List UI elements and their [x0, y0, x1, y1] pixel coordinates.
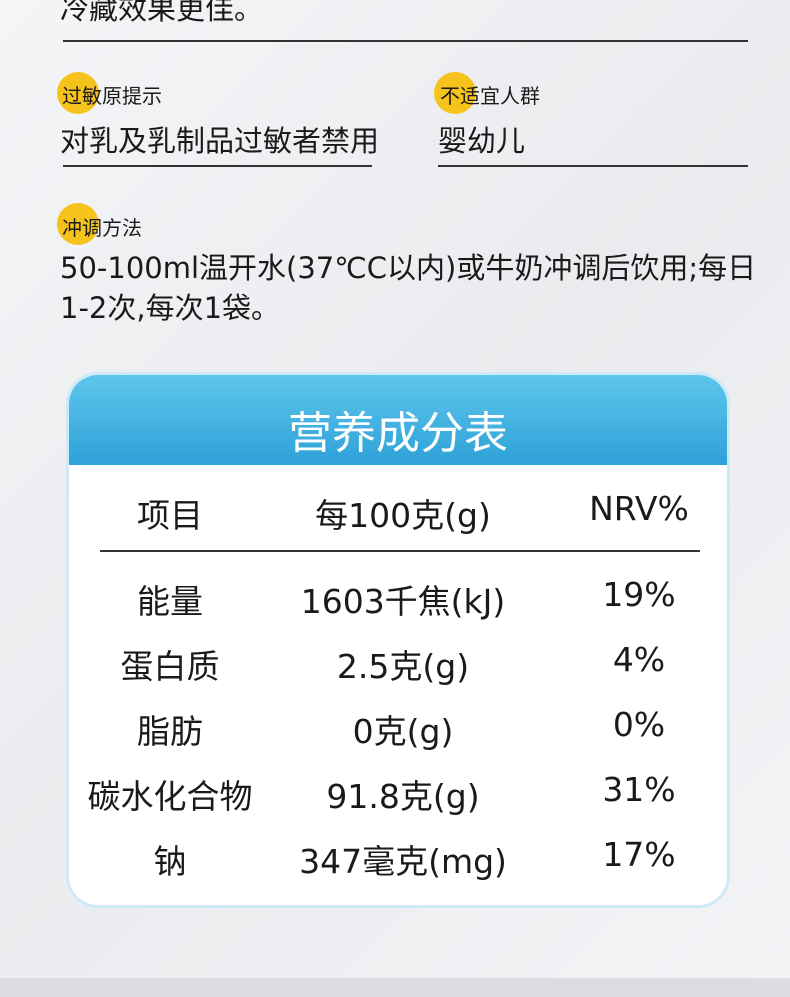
table-header: 项目: [137, 496, 203, 535]
table-cell: 17%: [602, 835, 676, 874]
table-header: 每100克(g): [315, 496, 491, 535]
table-cell: 1603千焦(kJ): [300, 582, 506, 621]
table-cell: 91.8克(g): [326, 777, 480, 816]
preparation-label: 冲调方法: [62, 216, 142, 240]
table-cell: 钠: [153, 842, 187, 881]
intro-tail: 冷藏效果更佳。: [60, 0, 264, 26]
highlight: [434, 72, 476, 114]
divider: [63, 40, 748, 42]
bottom-strip: [0, 978, 790, 997]
unsuitable-value: 婴幼儿: [438, 124, 526, 158]
preparation-value: 50-100ml温开水(37℃C以内)或牛奶冲调后饮用;每日1-2次,每次1袋。: [60, 251, 757, 325]
table-cell: 0克(g): [352, 712, 454, 751]
table-header: NRV%: [589, 489, 689, 528]
table-cell: 347毫克(mg): [299, 842, 507, 881]
allergen-value: 对乳及乳制品过敏者禁用: [60, 124, 380, 158]
divider: [100, 550, 700, 552]
divider: [63, 165, 372, 167]
highlight: [57, 203, 99, 245]
table-cell: 能量: [137, 582, 203, 621]
table-cell: 蛋白质: [120, 647, 220, 686]
unsuitable-label: 不适宜人群: [440, 84, 540, 108]
table-cell: 19%: [602, 575, 676, 614]
nutrition-card: 营养成分表 项目 每100克(g) NRV% 能量 1603千焦(kJ) 19% 蛋白质 2.…: [66, 372, 730, 908]
table-cell: 0%: [612, 705, 666, 744]
highlight: [57, 72, 99, 114]
card-header: [69, 375, 727, 465]
table-title: 营养成分表: [288, 408, 508, 459]
divider: [438, 165, 748, 167]
table-cell: 脂肪: [137, 712, 203, 751]
table-cell: 碳水化合物: [87, 777, 253, 816]
table-cell: 31%: [602, 770, 676, 809]
table-cell: 2.5克(g): [336, 647, 470, 686]
table-cell: 4%: [612, 640, 666, 679]
allergen-label: 过敏原提示: [62, 84, 162, 108]
